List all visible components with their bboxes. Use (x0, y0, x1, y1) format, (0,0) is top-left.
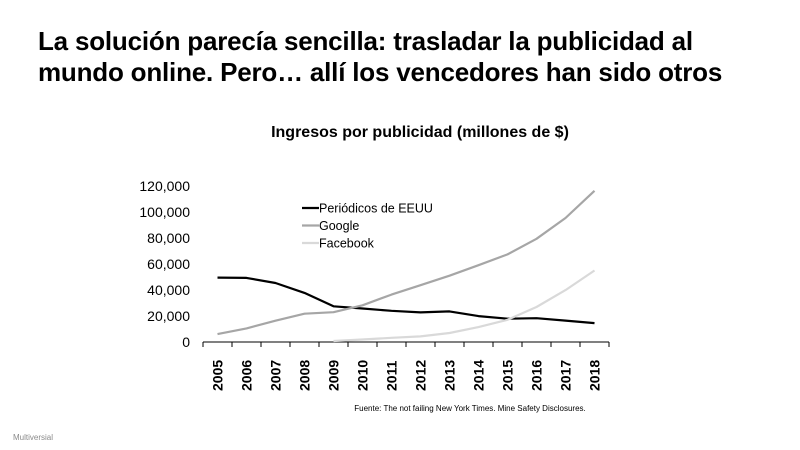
x-tick-label: 2005 (210, 360, 226, 391)
x-tick-label: 2013 (442, 360, 458, 391)
legend-label: Google (319, 219, 359, 233)
y-tick-label: 0 (182, 334, 190, 350)
series-line-1 (217, 276, 595, 325)
x-tick-label: 2015 (500, 360, 516, 391)
x-tick-label: 2006 (239, 360, 255, 391)
source-note: Fuente: The not failing New York Times. … (354, 404, 586, 413)
x-tick-label: 2009 (326, 360, 342, 391)
series-line-2 (217, 189, 596, 336)
x-tick-label: 2016 (529, 360, 545, 391)
slide-title: La solución parecía sencilla: trasladar … (38, 26, 723, 87)
y-tick-label: 120,000 (139, 178, 190, 194)
x-tick-label: 2010 (355, 360, 371, 391)
series-line-3 (333, 269, 596, 343)
chart-title: Ingresos por publicidad (millones de $) (271, 124, 569, 141)
x-tick-label: 2012 (413, 360, 429, 391)
legend-label: Periódicos de EEUU (319, 202, 433, 216)
y-tick-label: 80,000 (147, 230, 190, 246)
x-tick-label: 2007 (268, 360, 284, 391)
y-tick-label: 100,000 (139, 204, 190, 220)
y-tick-label: 40,000 (147, 282, 190, 298)
x-tick-label: 2018 (587, 360, 603, 391)
y-tick-label: 20,000 (147, 308, 190, 324)
x-tick-label: 2017 (558, 360, 574, 391)
x-tick-label: 2011 (384, 360, 400, 391)
x-tick-label: 2014 (471, 360, 487, 391)
x-tick-label: 2008 (297, 360, 313, 391)
footer-brand: Multiversial (13, 433, 54, 442)
y-tick-label: 60,000 (147, 256, 190, 272)
legend-label: Facebook (319, 237, 375, 251)
